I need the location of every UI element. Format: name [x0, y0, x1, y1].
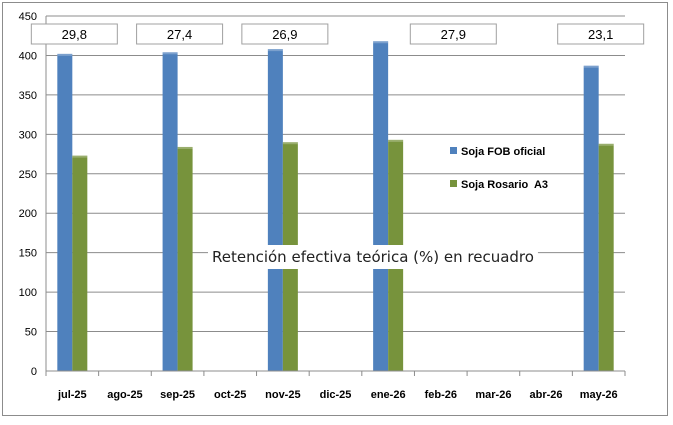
bar-highlight	[583, 65, 599, 68]
annotation-text: Retención efectiva teórica (%) en recuad…	[212, 248, 534, 266]
retention-value: 26,9	[272, 27, 297, 42]
bar-soja-rosario	[177, 146, 193, 371]
bar-highlight	[388, 139, 404, 142]
legend-swatch	[450, 180, 457, 187]
retention-labels: 29,8 27,4 26,9 27,9 23,1	[30, 23, 645, 45]
y-tick-label: 150	[19, 248, 37, 260]
retention-box	[241, 23, 329, 45]
legend: Soja FOB oficial Soja Rosario A3	[450, 146, 548, 191]
x-tick-label: dic-25	[320, 389, 352, 401]
x-axis: jul-25 ago-25 sep-25 oct-25 nov-25 dic-25 ene-…	[45, 370, 626, 401]
y-tick-label: 450	[19, 11, 37, 23]
retention-value: 23,1	[588, 27, 613, 42]
bar-highlight	[177, 146, 193, 149]
bar-soja-rosario	[72, 155, 88, 371]
bar-highlight	[57, 53, 73, 56]
retention-box	[136, 23, 224, 45]
annotation: Retención efectiva teórica (%) en recuad…	[208, 245, 538, 269]
bar-highlight	[282, 142, 298, 145]
retention-box	[557, 23, 645, 45]
bar-soja-fob	[373, 41, 389, 371]
x-tick-label: ago-25	[107, 389, 142, 401]
bar-highlight	[162, 52, 178, 55]
legend-swatch	[450, 147, 457, 154]
chart-frame	[2, 2, 668, 416]
y-tick-label: 50	[25, 327, 37, 339]
legend-label: Soja Rosario A3	[461, 179, 548, 191]
legend-label: Soja FOB oficial	[461, 146, 545, 158]
bar-soja-fob	[583, 65, 599, 371]
y-tick-label: 250	[19, 169, 37, 181]
y-tick-label: 200	[19, 208, 37, 220]
bar-highlight	[598, 143, 614, 146]
x-tick-label: jul-25	[57, 389, 87, 401]
y-axis-ticks: 0 50 100 150 200 250 300 350 400 450	[19, 11, 37, 378]
retention-value: 27,4	[167, 27, 192, 42]
retention-box	[30, 23, 118, 45]
x-tick-label: oct-25	[214, 389, 246, 401]
x-tick-label: abr-26	[530, 389, 563, 401]
y-tick-label: 400	[19, 50, 37, 62]
bar-highlight	[373, 41, 389, 44]
retention-value: 29,8	[62, 27, 87, 42]
gridlines	[45, 15, 625, 372]
bar-soja-rosario	[598, 143, 614, 371]
y-tick-label: 0	[31, 366, 37, 378]
y-tick-label: 350	[19, 90, 37, 102]
bar-soja-fob	[267, 49, 283, 372]
retention-box	[409, 23, 497, 45]
y-tick-label: 300	[19, 129, 37, 141]
bar-highlight	[267, 49, 283, 52]
bar-soja-fob	[57, 53, 73, 371]
bars	[57, 41, 614, 372]
bar-highlight	[72, 155, 88, 158]
x-tick-label: nov-25	[265, 389, 300, 401]
x-tick-label: feb-26	[425, 389, 457, 401]
x-tick-label: mar-26	[475, 389, 511, 401]
y-tick-label: 100	[19, 287, 37, 299]
x-tick-label: sep-25	[160, 389, 195, 401]
bar-soja-fob	[162, 52, 178, 372]
x-tick-label: ene-26	[371, 389, 406, 401]
x-tick-label: may-26	[580, 389, 618, 401]
retention-value: 27,9	[441, 27, 466, 42]
annotation-background	[208, 245, 538, 269]
